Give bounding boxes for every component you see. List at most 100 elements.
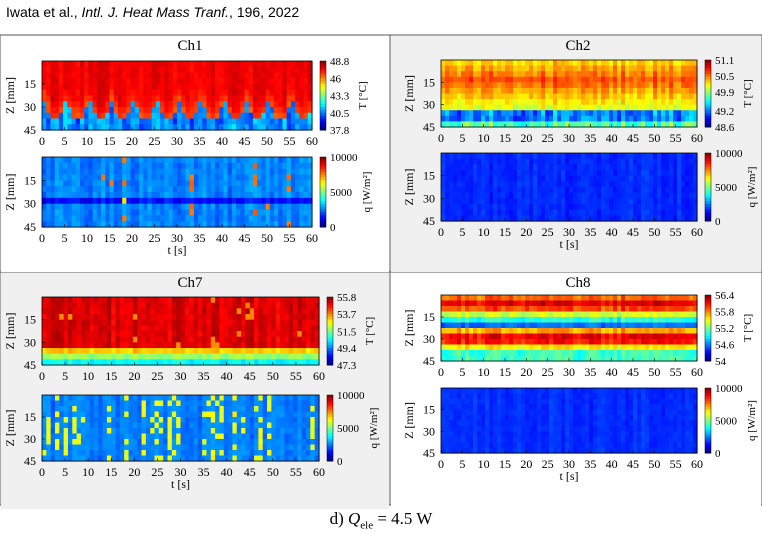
heatmap-cell	[601, 104, 606, 111]
heatmap-cell	[76, 433, 82, 440]
heatmap-cell	[617, 121, 622, 128]
heatmap-cell	[597, 170, 602, 177]
heatmap-cell	[105, 72, 111, 79]
heatmap-cell	[509, 175, 514, 182]
heatmap-cell	[189, 319, 195, 326]
heatmap-cell	[485, 170, 490, 177]
heatmap-cell	[314, 302, 320, 309]
heatmap-cell	[461, 153, 466, 160]
heatmap-cell	[653, 82, 658, 89]
heatmap-cell	[597, 104, 602, 111]
heatmap-cell	[517, 187, 522, 194]
heatmap-cell	[214, 197, 220, 205]
heatmap-cell	[163, 395, 169, 402]
heatmap-cell	[236, 84, 241, 91]
colorbar-segment	[320, 75, 326, 79]
heatmap-cell	[257, 215, 262, 222]
heatmap-cell	[180, 353, 186, 360]
heatmap-cell	[601, 71, 606, 78]
heatmap-cell	[189, 308, 195, 315]
heatmap-cell	[117, 215, 123, 222]
heatmap-cell	[241, 342, 247, 349]
heatmap-cell	[290, 89, 296, 97]
heatmap-cell	[465, 115, 470, 123]
heatmap-cell	[206, 107, 212, 114]
heatmap-cell	[613, 158, 618, 165]
heatmap-cell	[111, 297, 117, 304]
heatmap-cell	[577, 181, 582, 188]
x-tick-label: 45	[244, 369, 256, 383]
heatmap-cell	[310, 308, 316, 315]
heatmap-cell	[585, 110, 590, 117]
heatmap-cell	[665, 170, 670, 177]
heatmap-cell	[669, 71, 674, 78]
heatmap-cell	[274, 215, 279, 222]
heatmap-cell	[76, 444, 82, 451]
heatmap-cell	[297, 406, 303, 413]
x-tick-label: 60	[313, 465, 325, 479]
heatmap-cell	[561, 215, 566, 222]
heatmap-cell	[46, 215, 52, 222]
heatmap-cell	[202, 439, 208, 446]
heatmap-cell	[441, 121, 446, 128]
heatmap-cell	[299, 221, 305, 228]
heatmap-cell	[228, 325, 234, 332]
heatmap-cell	[601, 209, 606, 216]
heatmap-cell	[252, 78, 258, 85]
heatmap-cell	[184, 319, 190, 326]
heatmap-cell	[85, 400, 91, 407]
heatmap-cell	[617, 82, 622, 89]
heatmap-cell	[284, 302, 290, 309]
heatmap-cell	[171, 302, 177, 309]
heatmap-cell	[465, 181, 470, 188]
heatmap-cell	[72, 353, 78, 360]
heatmap-cell	[50, 162, 56, 170]
heatmap-cell	[223, 61, 229, 68]
heatmap-cell	[248, 186, 254, 193]
y-tick-label: 30	[24, 100, 36, 114]
heatmap-cell	[280, 444, 285, 451]
heatmap-cell	[509, 170, 514, 177]
heatmap-cell	[172, 203, 178, 211]
heatmap-cell	[109, 124, 115, 131]
heatmap-cell	[150, 331, 156, 338]
colorbar-segment	[320, 66, 326, 71]
heatmap-cell	[605, 170, 610, 177]
heatmap-cell	[132, 319, 138, 326]
heatmap-cell	[141, 439, 147, 446]
heatmap-cell	[63, 314, 69, 321]
heatmap-cell	[525, 181, 530, 188]
heatmap-cell	[301, 417, 307, 424]
heatmap-cell	[147, 95, 153, 102]
heatmap-cell	[290, 209, 296, 216]
heatmap-cell	[301, 302, 307, 309]
heatmap-cell	[163, 439, 169, 446]
heatmap-cell	[109, 209, 115, 216]
heatmap-cell	[189, 297, 195, 304]
heatmap-cell	[111, 336, 117, 343]
heatmap-cell	[569, 82, 574, 89]
y-tick-label: 15	[423, 75, 435, 89]
heatmap-cell	[457, 110, 462, 117]
heatmap-cell	[185, 157, 191, 164]
heatmap-cell	[132, 422, 138, 429]
heatmap-cell	[96, 180, 102, 187]
heatmap-cell	[613, 110, 618, 117]
heatmap-cell	[63, 174, 68, 181]
heatmap-cell	[245, 308, 251, 315]
heatmap-cell	[252, 168, 258, 176]
heatmap-cell	[163, 336, 169, 343]
heatmap-cell	[497, 104, 502, 111]
heatmap-cell	[465, 99, 470, 106]
heatmap-cell	[167, 297, 173, 304]
heatmap-cell	[557, 209, 562, 216]
heatmap-cell	[151, 84, 157, 91]
heatmap-cell	[461, 87, 466, 95]
heatmap-cell	[573, 71, 578, 78]
heatmap-cell	[553, 192, 558, 199]
heatmap-cell	[621, 204, 626, 211]
heatmap-cell	[545, 158, 550, 165]
heatmap-cell	[248, 168, 254, 176]
heatmap-cell	[441, 87, 446, 95]
heatmap-cell	[163, 319, 169, 326]
